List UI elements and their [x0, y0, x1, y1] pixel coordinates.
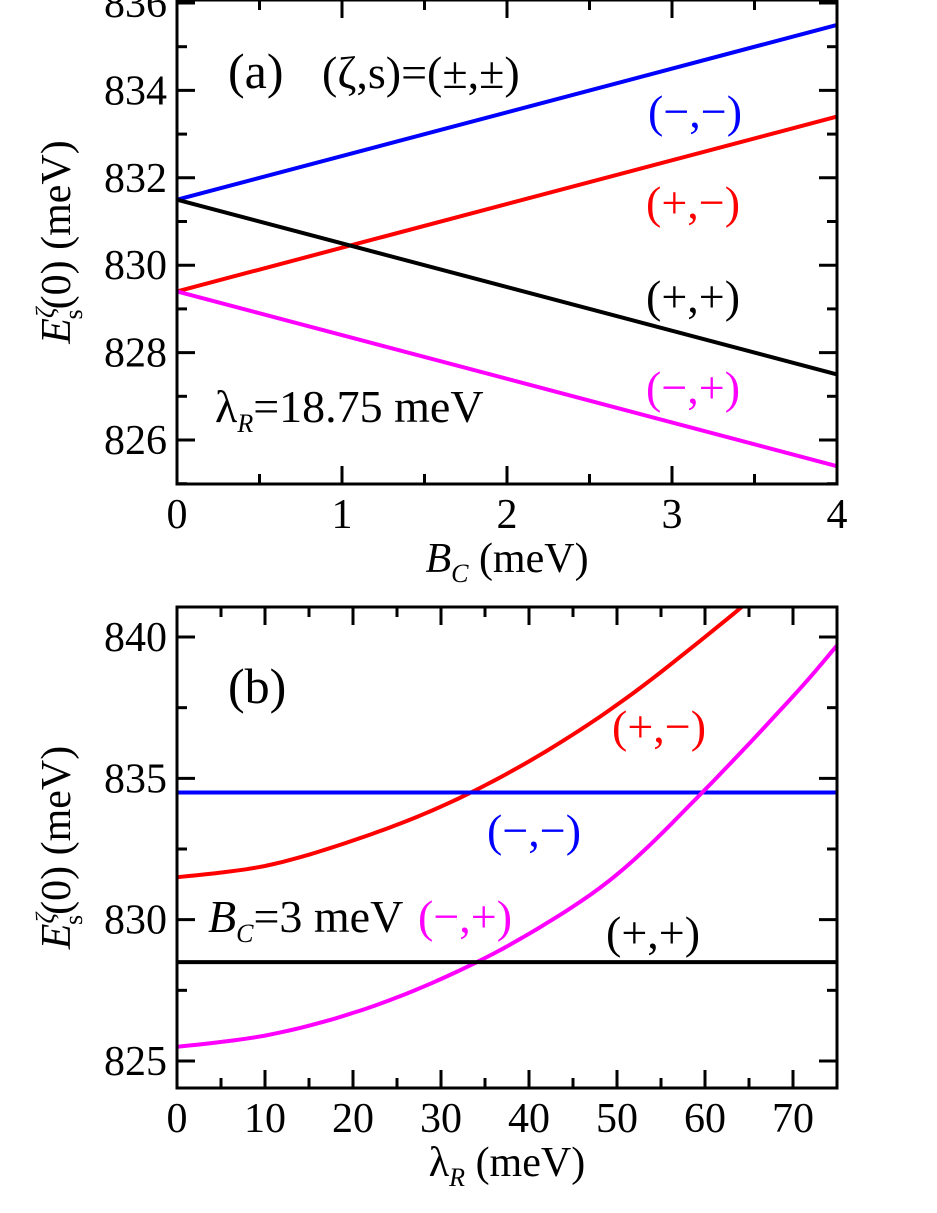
panel-label: (a): [228, 43, 284, 99]
x-axis-label: λR (meV): [429, 1140, 585, 1192]
y-tick-label: 830: [104, 898, 167, 944]
y-tick-label: 840: [104, 615, 167, 661]
series-line-0: [177, 22, 837, 202]
series-line-0: [177, 607, 745, 880]
x-tick-label: 2: [497, 492, 518, 538]
series-line-2: [177, 197, 837, 377]
legend-title: (ζ,s)=(±,±): [322, 47, 520, 98]
x-tick-label: 3: [662, 492, 683, 538]
y-tick-label: 832: [104, 156, 167, 202]
parameter-note: λR=18.75 meV: [215, 381, 484, 438]
x-axis-label: BC (meV): [425, 536, 588, 588]
y-tick-label: 830: [104, 243, 167, 289]
panel-b: 0 10 20 30 40 50 60 70 825 830 835 840 λR (meV) Eζs(0…: [31, 605, 839, 1192]
series-label-0: (−,−): [648, 86, 742, 137]
series-line-1: [177, 114, 837, 294]
panel-a: 0 1 2 3 4 826 828 830 832 834 836 BC (meV) Eζs(0) (m…: [31, 0, 848, 588]
panel-label: (b): [228, 658, 286, 714]
x-tick-label: 40: [508, 1096, 550, 1142]
series-label-1: (+,−): [646, 177, 740, 228]
x-tick-label: 10: [244, 1096, 286, 1142]
series-label-0: (+,−): [612, 701, 706, 752]
series-label-3: (+,+): [606, 907, 700, 958]
x-tick-label: 4: [827, 492, 848, 538]
y-tick-label: 834: [104, 68, 167, 114]
y-tick-label: 826: [104, 418, 167, 464]
y-axis-label: Eζs(0) (meV): [31, 140, 88, 344]
y-tick-label: 828: [104, 331, 167, 377]
x-tick-label: 1: [332, 492, 353, 538]
x-tick-label: 70: [772, 1096, 814, 1142]
series-label-2: (−,+): [418, 891, 512, 942]
x-tick-label: 50: [596, 1096, 638, 1142]
series-line-2: [177, 644, 837, 1049]
series-line-3: [177, 289, 837, 469]
series-label-2: (+,+): [646, 271, 740, 322]
series-label-3: (−,+): [646, 362, 740, 413]
x-tick-label: 30: [420, 1096, 462, 1142]
x-tick-label: 60: [684, 1096, 726, 1142]
x-tick-label: 0: [167, 492, 188, 538]
y-axis-label: Eζs(0) (meV): [31, 746, 88, 950]
series-label-1: (−,−): [487, 805, 581, 856]
parameter-note: BC=3 meV: [208, 891, 403, 948]
y-tick-label: 835: [104, 756, 167, 802]
y-tick-label: 825: [104, 1039, 167, 1085]
x-tick-label: 0: [167, 1096, 188, 1142]
y-tick-label: 836: [104, 0, 167, 27]
x-tick-label: 20: [332, 1096, 374, 1142]
